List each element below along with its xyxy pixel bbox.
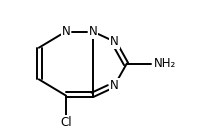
Text: N: N <box>61 25 70 38</box>
Text: N: N <box>110 35 119 48</box>
Text: NH₂: NH₂ <box>154 57 176 70</box>
Text: N: N <box>89 25 97 38</box>
Text: N: N <box>110 79 119 92</box>
Text: Cl: Cl <box>60 116 72 129</box>
